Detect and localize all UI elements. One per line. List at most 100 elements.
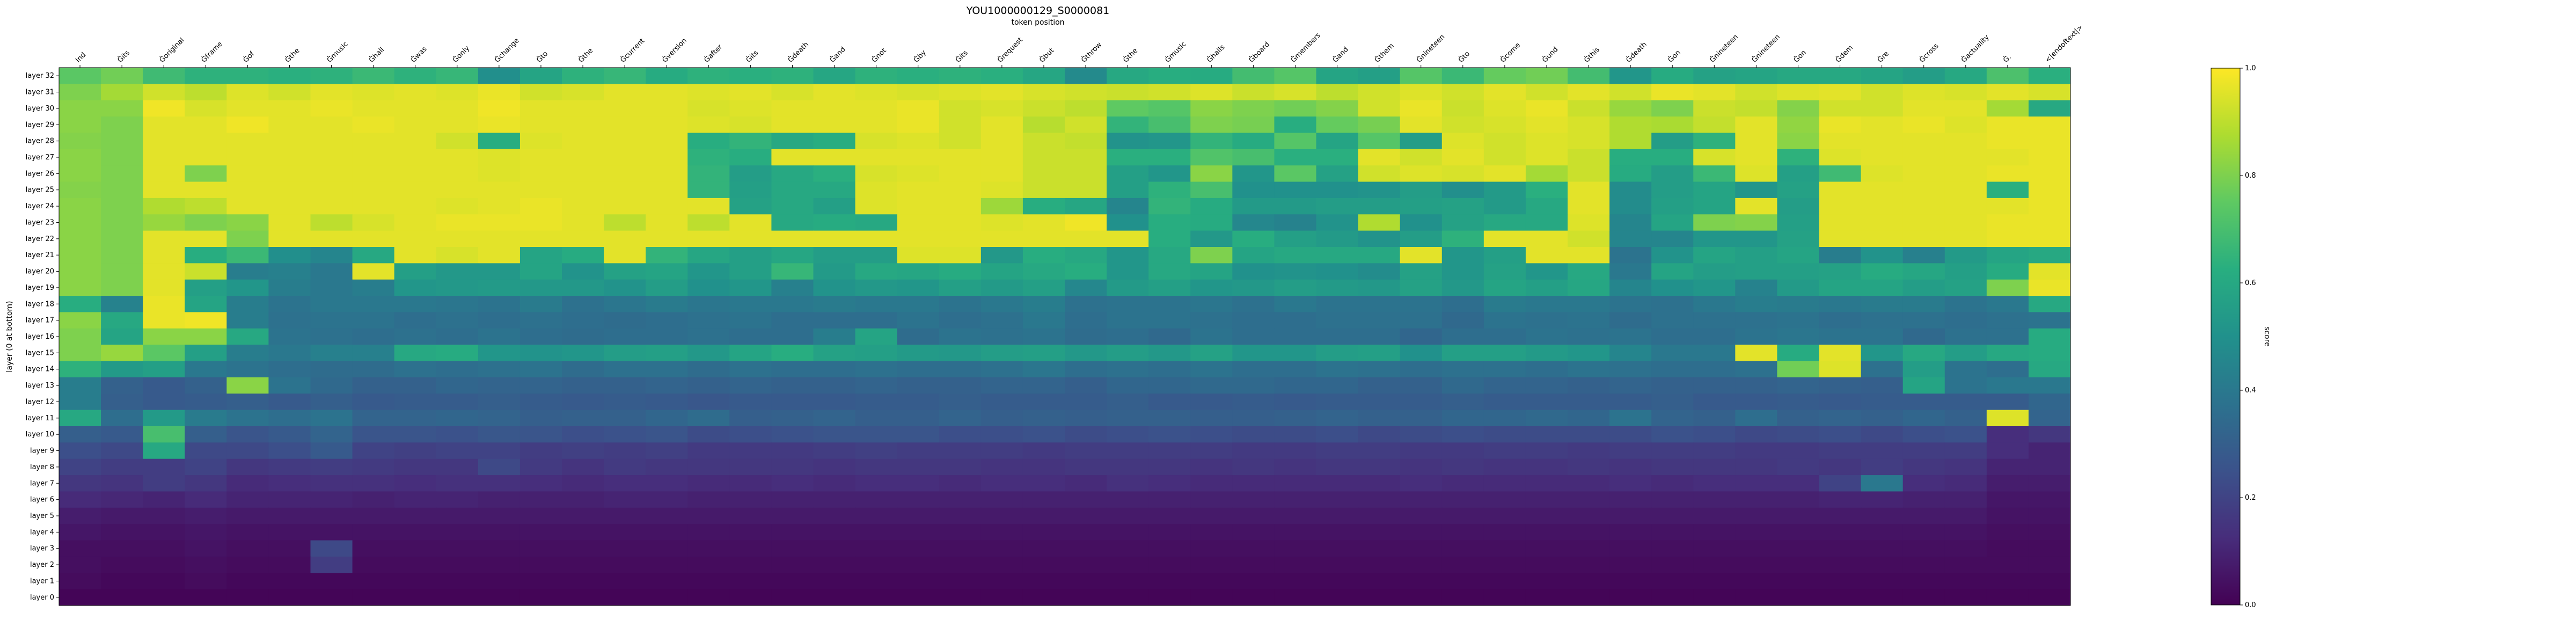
heatmap-cell bbox=[1148, 377, 1191, 394]
heatmap-cell bbox=[1022, 556, 1065, 573]
heatmap-cell bbox=[1358, 540, 1401, 557]
heatmap-cell bbox=[729, 116, 772, 133]
heatmap-cell bbox=[1358, 116, 1401, 133]
heatmap-cell bbox=[604, 458, 646, 476]
heatmap-cell bbox=[855, 328, 898, 345]
heatmap-cell bbox=[1065, 540, 1107, 557]
heatmap-cell bbox=[101, 524, 143, 541]
heatmap-cell bbox=[1651, 116, 1694, 133]
heatmap-cell bbox=[1190, 84, 1233, 101]
heatmap-cell bbox=[310, 524, 353, 541]
heatmap-cell bbox=[1819, 524, 1862, 541]
heatmap-cell bbox=[352, 312, 395, 329]
heatmap-cell bbox=[1065, 491, 1107, 508]
heatmap-cell bbox=[1107, 507, 1149, 524]
heatmap-cell bbox=[226, 100, 269, 117]
heatmap-cell bbox=[729, 442, 772, 459]
heatmap-cell bbox=[1316, 100, 1359, 117]
heatmap-cell bbox=[1483, 100, 1526, 117]
heatmap-cell bbox=[1232, 312, 1275, 329]
heatmap-cell bbox=[855, 540, 898, 557]
heatmap-cell bbox=[562, 507, 604, 524]
heatmap-cell bbox=[1022, 100, 1065, 117]
y-tick-label: layer 2 bbox=[30, 561, 54, 569]
heatmap-cell bbox=[646, 230, 688, 247]
heatmap-cell bbox=[185, 149, 227, 166]
heatmap-cell bbox=[1777, 263, 1819, 280]
heatmap-cell bbox=[1483, 540, 1526, 557]
heatmap-cell bbox=[352, 524, 395, 541]
heatmap-cell bbox=[1232, 475, 1275, 492]
heatmap-cell bbox=[101, 68, 143, 84]
heatmap-cell bbox=[394, 165, 437, 183]
heatmap-cell bbox=[729, 328, 772, 345]
heatmap-cell bbox=[771, 165, 814, 183]
heatmap-cell bbox=[1107, 361, 1149, 378]
heatmap-cell bbox=[687, 247, 730, 264]
heatmap-cell bbox=[436, 524, 479, 541]
heatmap-cell bbox=[2028, 263, 2071, 280]
heatmap-cell bbox=[813, 279, 856, 296]
heatmap-cell bbox=[771, 573, 814, 590]
heatmap-cell bbox=[59, 426, 101, 443]
heatmap-cell bbox=[1777, 475, 1819, 492]
heatmap-cell bbox=[1693, 573, 1736, 590]
y-tick-label: layer 3 bbox=[30, 545, 54, 553]
heatmap-cell bbox=[226, 556, 269, 573]
heatmap-cell bbox=[1861, 442, 1904, 459]
heatmap-cell bbox=[980, 84, 1023, 101]
y-tick-label: layer 1 bbox=[30, 577, 54, 585]
heatmap-cell bbox=[1358, 198, 1401, 215]
heatmap-cell bbox=[813, 491, 856, 508]
heatmap-cell bbox=[729, 345, 772, 362]
heatmap-cell bbox=[1358, 475, 1401, 492]
heatmap-cell bbox=[519, 296, 562, 312]
heatmap-cell bbox=[519, 426, 562, 443]
heatmap-cell bbox=[185, 133, 227, 150]
heatmap-cell bbox=[980, 442, 1023, 459]
heatmap-cell bbox=[101, 84, 143, 101]
heatmap-cell bbox=[2028, 540, 2071, 557]
heatmap-cell bbox=[352, 68, 395, 84]
heatmap-cell bbox=[1693, 426, 1736, 443]
colorbar-label: score bbox=[2263, 326, 2271, 347]
heatmap-cell bbox=[59, 540, 101, 557]
heatmap-cell bbox=[1274, 507, 1316, 524]
heatmap-cell bbox=[1777, 133, 1819, 150]
heatmap-cell bbox=[185, 214, 227, 231]
heatmap-cell bbox=[562, 68, 604, 84]
heatmap-cell bbox=[687, 181, 730, 199]
heatmap-cell bbox=[1777, 377, 1819, 394]
heatmap-cell bbox=[1065, 214, 1107, 231]
heatmap-cell bbox=[1065, 116, 1107, 133]
heatmap-cell bbox=[1693, 214, 1736, 231]
heatmap-cell bbox=[687, 230, 730, 247]
heatmap-cell bbox=[1777, 116, 1819, 133]
heatmap-cell bbox=[268, 84, 311, 101]
heatmap-cell bbox=[1190, 230, 1233, 247]
heatmap-cell bbox=[1777, 507, 1819, 524]
heatmap-cell bbox=[939, 84, 982, 101]
heatmap-cell bbox=[1986, 165, 2029, 183]
heatmap-cell bbox=[1400, 426, 1443, 443]
heatmap-cell bbox=[1483, 589, 1526, 606]
heatmap-cell bbox=[1065, 524, 1107, 541]
heatmap-cell bbox=[1902, 361, 1945, 378]
heatmap-cell bbox=[310, 458, 353, 476]
heatmap-cell bbox=[1441, 165, 1484, 183]
heatmap-cell bbox=[268, 100, 311, 117]
heatmap-cell bbox=[771, 116, 814, 133]
heatmap-cell bbox=[1693, 296, 1736, 312]
heatmap-cell bbox=[519, 345, 562, 362]
heatmap-cell bbox=[1107, 214, 1149, 231]
heatmap-cell bbox=[897, 491, 940, 508]
heatmap-cell bbox=[939, 540, 982, 557]
heatmap-cell bbox=[1609, 312, 1652, 329]
heatmap-cell bbox=[604, 410, 646, 427]
heatmap-cell bbox=[1986, 279, 2029, 296]
heatmap-cell bbox=[897, 328, 940, 345]
heatmap-cell bbox=[1400, 165, 1443, 183]
heatmap-cell bbox=[1568, 116, 1610, 133]
heatmap-cell bbox=[562, 181, 604, 199]
x-tick-label: Ġcurrent bbox=[618, 37, 646, 64]
